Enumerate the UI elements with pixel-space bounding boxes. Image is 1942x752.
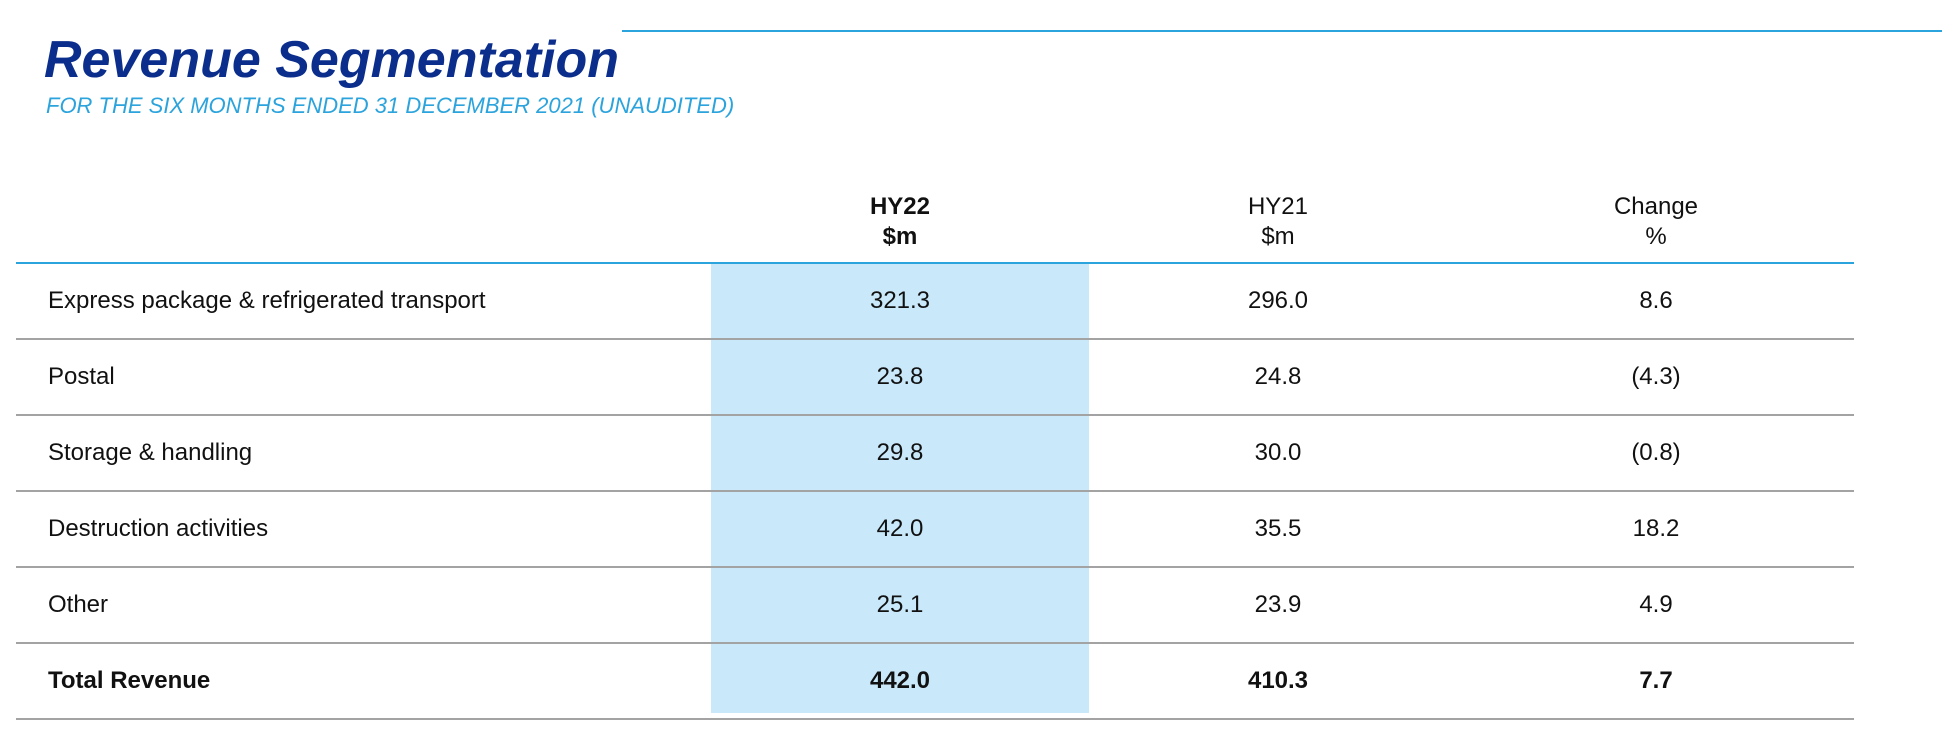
- total-hy21-value: 410.3: [1247, 667, 1309, 694]
- header-change: Change %: [1467, 192, 1845, 252]
- table-row: Destruction activities 42.0 35.5 18.2: [16, 492, 1854, 568]
- total-label: Total Revenue: [48, 667, 211, 694]
- table-row: Storage & handling 29.8 30.0 (0.8): [16, 416, 1854, 492]
- header-change-unit: %: [1645, 223, 1667, 250]
- hy22-value: 29.8: [876, 439, 924, 466]
- header-hy21: HY21 $m: [1089, 192, 1467, 252]
- hy22-value: 321.3: [869, 287, 931, 314]
- total-row: Total Revenue 442.0 410.3 7.7: [16, 644, 1854, 720]
- change-value: 4.9: [1639, 591, 1673, 618]
- revenue-table: HY22 $m HY21 $m Change % Express package…: [16, 182, 1854, 720]
- hy22-column-highlight: [711, 262, 1089, 713]
- table-row: Express package & refrigerated transport…: [16, 264, 1854, 340]
- row-label: Destruction activities: [48, 515, 269, 542]
- header-hy21-period: HY21: [1247, 193, 1309, 220]
- total-change-value: 7.7: [1639, 667, 1673, 694]
- header-hy22-period: HY22: [869, 193, 931, 220]
- hy21-value: 296.0: [1247, 287, 1309, 314]
- change-value: 8.6: [1639, 287, 1673, 314]
- row-label: Postal: [48, 363, 115, 390]
- hy21-value: 35.5: [1254, 515, 1302, 542]
- table-row: Other 25.1 23.9 4.9: [16, 568, 1854, 644]
- row-label: Express package & refrigerated transport: [48, 287, 486, 314]
- row-label: Other: [48, 591, 109, 618]
- page-title: Revenue Segmentation: [44, 31, 620, 89]
- hy22-value: 42.0: [876, 515, 924, 542]
- hy21-value: 23.9: [1254, 591, 1302, 618]
- total-hy22-value: 442.0: [869, 667, 931, 694]
- hy22-value: 25.1: [876, 591, 924, 618]
- header-hy22-unit: $m: [882, 223, 918, 250]
- change-value: 18.2: [1632, 515, 1680, 542]
- top-rule: [622, 30, 1942, 32]
- row-label: Storage & handling: [48, 439, 253, 466]
- header-change-label: Change: [1613, 193, 1699, 220]
- table-row: Postal 23.8 24.8 (4.3): [16, 340, 1854, 416]
- hy22-value: 23.8: [876, 363, 924, 390]
- page-subtitle: FOR THE SIX MONTHS ENDED 31 DECEMBER 202…: [46, 93, 735, 118]
- change-value: (4.3): [1631, 363, 1681, 390]
- header-hy21-unit: $m: [1261, 223, 1295, 250]
- change-value: (0.8): [1631, 439, 1681, 466]
- hy21-value: 24.8: [1254, 363, 1302, 390]
- table-header-row: HY22 $m HY21 $m Change %: [16, 182, 1854, 264]
- hy21-value: 30.0: [1254, 439, 1302, 466]
- header-hy22: HY22 $m: [711, 192, 1089, 252]
